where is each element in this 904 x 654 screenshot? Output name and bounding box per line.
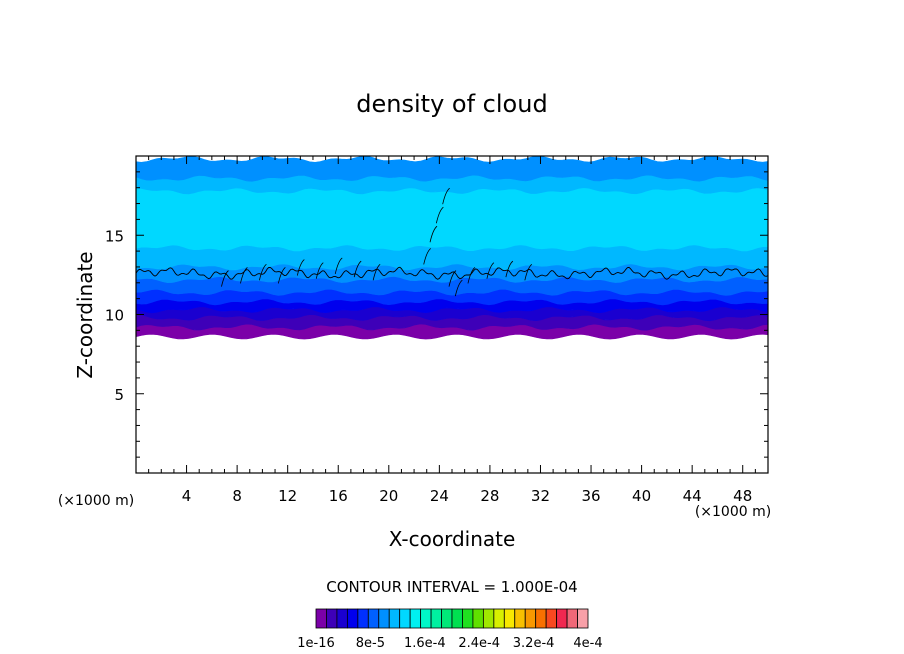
x-tick-label: 4 — [182, 487, 192, 505]
colorbar-swatch — [441, 608, 453, 629]
x-axis-unit-right: (×1000 m) — [695, 504, 771, 520]
contour-streak — [423, 248, 431, 265]
colorbar-label: 1e-16 — [297, 636, 335, 651]
colorbar-swatch — [556, 608, 568, 629]
contour-streak — [429, 225, 438, 243]
x-tick-label: 24 — [430, 487, 449, 505]
colorbar-swatch — [451, 608, 463, 629]
colorbar-label: 1.6e-4 — [404, 636, 446, 651]
x-tick-label: 28 — [480, 487, 499, 505]
contour-streak — [454, 279, 463, 297]
contour-streak — [486, 262, 495, 279]
contour-line — [136, 266, 768, 280]
colorbar-label: 4e-4 — [573, 636, 602, 651]
colorbar-swatch — [367, 608, 380, 629]
contour-streak — [296, 259, 305, 276]
cloud-density-field — [136, 156, 768, 340]
colorbar-swatch — [409, 608, 422, 629]
x-tick-label: 48 — [733, 487, 752, 505]
colorbar-swatch — [524, 608, 537, 629]
colorbar-swatch — [462, 608, 474, 629]
colorbar-label: 8e-5 — [356, 636, 385, 651]
colorbar-swatch — [545, 608, 558, 629]
colorbar-swatch — [430, 608, 442, 629]
contour-interval-label: CONTOUR INTERVAL = 1.000E-04 — [326, 578, 577, 596]
contour-streak — [221, 270, 229, 287]
x-tick-label: 40 — [632, 487, 651, 505]
contour-streak — [448, 270, 457, 287]
contour-streak — [467, 267, 476, 284]
y-tick-label: 15 — [105, 227, 124, 245]
colorbar-labels: 1e-16 8e-5 1.6e-4 2.4e-4 3.2e-4 4e-4 — [297, 636, 602, 651]
colorbar-swatch — [336, 608, 348, 629]
contour-streak — [334, 257, 343, 275]
x-tick-label: 20 — [379, 487, 398, 505]
x-axis-unit-left: (×1000 m) — [58, 493, 134, 509]
contour-streak — [372, 263, 381, 281]
colorbar-swatch — [503, 608, 516, 629]
colorbar-swatch — [346, 608, 359, 629]
chart-title: density of cloud — [356, 90, 547, 118]
x-axis-label: X-coordinate — [389, 527, 516, 551]
contour-streak — [435, 206, 444, 224]
colorbar-swatch — [514, 608, 526, 629]
y-tick-label: 5 — [114, 386, 124, 404]
x-tick-label: 44 — [683, 487, 702, 505]
colorbar-swatch — [326, 608, 338, 629]
contour-streak — [315, 262, 324, 279]
x-tick-label: 36 — [581, 487, 600, 505]
colorbar-swatch — [315, 608, 327, 629]
y-tick-label: 10 — [105, 307, 124, 325]
colorbar-swatch — [420, 608, 432, 629]
contour-streak — [259, 263, 267, 281]
contour-streak — [524, 263, 533, 281]
x-tick-label: 16 — [329, 487, 348, 505]
colorbar-swatch — [535, 608, 547, 629]
y-axis-label: Z-coordinate — [73, 251, 97, 378]
colorbar-swatch — [566, 608, 578, 629]
density-band — [136, 187, 768, 252]
colorbar-swatch — [472, 608, 484, 629]
colorbar-swatch — [577, 608, 589, 629]
colorbar-swatch — [399, 608, 411, 629]
contour-streak — [240, 267, 248, 284]
contour-streak — [442, 187, 450, 205]
contour-streak — [353, 260, 362, 278]
colorbar-swatch — [378, 608, 390, 629]
x-axis-ticks: 4 8 12 16 20 24 28 32 36 40 44 48 — [148, 156, 756, 505]
y-axis-ticks: 5 10 15 — [105, 171, 768, 458]
x-tick-label: 8 — [232, 487, 242, 505]
contour-lines — [136, 187, 768, 297]
colorbar-label: 2.4e-4 — [458, 636, 500, 651]
x-tick-label: 12 — [278, 487, 297, 505]
contour-streak — [505, 260, 514, 278]
contour-streak — [277, 267, 286, 284]
colorbar-swatch — [388, 608, 401, 629]
colorbar-swatch — [493, 608, 505, 629]
density-band — [136, 156, 768, 182]
colorbar-swatch — [357, 608, 369, 629]
colorbar-swatch — [482, 608, 495, 629]
colorbar — [315, 608, 589, 629]
colorbar-label: 3.2e-4 — [513, 636, 555, 651]
x-tick-label: 32 — [531, 487, 550, 505]
